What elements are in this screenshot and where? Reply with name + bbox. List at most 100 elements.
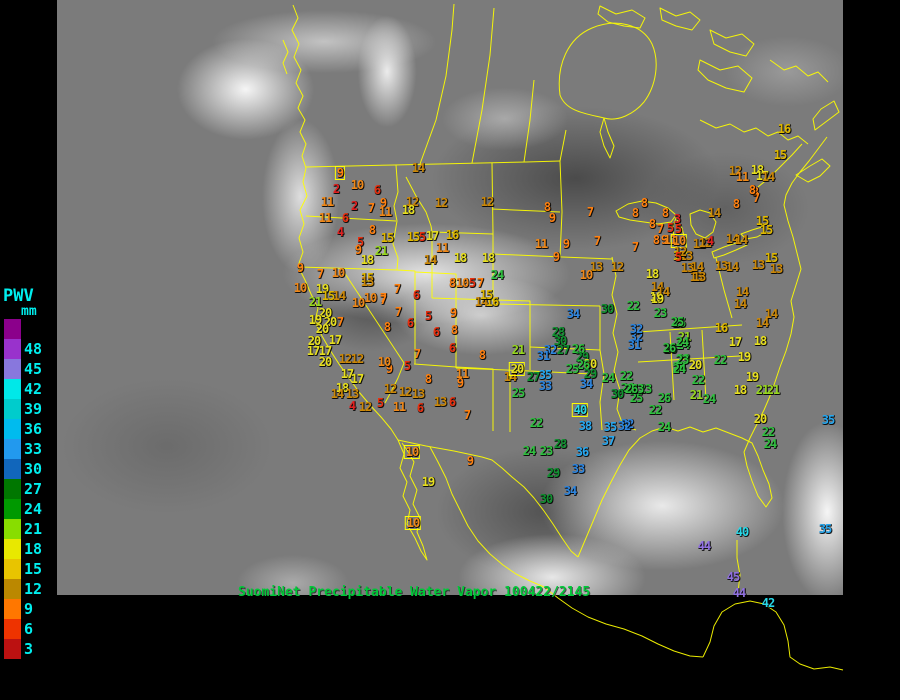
station-pwv-value: 7: [631, 240, 639, 254]
station-pwv-value: 22: [713, 353, 727, 367]
station-pwv-value: 14: [735, 285, 749, 299]
station-pwv-value: 17: [755, 169, 769, 183]
station-pwv-value: 12: [358, 400, 372, 414]
station-pwv-value: 32: [543, 343, 557, 357]
legend-swatch: [4, 439, 21, 459]
station-pwv-value: 11: [663, 233, 677, 247]
legend-swatch: [4, 519, 21, 539]
station-pwv-value: 20: [318, 306, 332, 320]
station-pwv-value: 11: [735, 170, 749, 184]
legend-row: 48: [3, 339, 63, 359]
station-pwv-value: 33: [571, 462, 585, 476]
station-pwv-value: 30: [553, 334, 567, 348]
legend-value-label: 42: [24, 380, 43, 398]
legend-value-label: 27: [24, 480, 43, 498]
station-pwv-value: 8: [751, 185, 759, 199]
station-pwv-value: 9: [449, 306, 457, 320]
station-pwv-value: 5: [424, 309, 432, 323]
station-pwv-value: 11: [435, 241, 449, 255]
station-pwv-value: 7: [394, 305, 402, 319]
station-pwv-value: 17: [328, 333, 342, 347]
station-pwv-value: 44: [732, 586, 746, 600]
station-pwv-value: 10: [293, 281, 307, 295]
legend-value-label: 45: [24, 360, 43, 378]
legend-value-label: 48: [24, 340, 43, 358]
station-pwv-value: 15: [773, 148, 787, 162]
station-pwv-value: 6: [341, 211, 349, 225]
station-pwv-value: 21: [511, 343, 525, 357]
station-pwv-value: 24: [601, 371, 615, 385]
station-pwv-value: 34: [566, 307, 580, 321]
station-pwv-value: 11: [378, 205, 392, 219]
station-pwv-value: 17: [318, 344, 332, 358]
legend-value-label: 12: [24, 580, 43, 598]
station-pwv-value: 37: [601, 434, 615, 448]
station-pwv-value: 19: [421, 475, 435, 489]
station-pwv-value: 29: [575, 350, 589, 364]
legend-swatch: [4, 359, 21, 379]
station-pwv-value: 26: [663, 342, 677, 356]
station-pwv-value: 32: [629, 330, 643, 344]
station-pwv-value: 26: [571, 342, 585, 356]
station-pwv-value: 13: [679, 249, 693, 263]
station-pwv-value: 6: [448, 395, 456, 409]
station-pwv-value: 15: [321, 289, 335, 303]
station-pwv-value: 15: [759, 223, 773, 237]
station-pwv-value: 17: [728, 335, 742, 349]
station-pwv-value: 7: [336, 315, 344, 329]
station-pwv-value: 7: [379, 291, 387, 305]
legend-value-label: 9: [24, 600, 34, 618]
station-pwv-value: 33: [538, 379, 552, 393]
station-pwv-value: 2: [332, 182, 340, 196]
station-pwv-value: 12: [698, 236, 712, 250]
station-pwv-value: 21: [755, 383, 769, 397]
station-pwv-value: 7: [586, 205, 594, 219]
legend-row: 24: [3, 499, 63, 519]
station-pwv-value: 6: [432, 325, 440, 339]
station-pwv-value: 20: [318, 355, 332, 369]
station-pwv-value: 7: [413, 347, 421, 361]
station-pwv-value: 24: [522, 444, 536, 458]
station-pwv-value: 25: [565, 362, 579, 376]
station-pwv-value: 12: [610, 260, 624, 274]
station-pwv-value: 14: [332, 289, 346, 303]
station-pwv-value: 26: [620, 381, 634, 395]
station-pwv-value: 9: [385, 362, 393, 376]
pwv-legend: PWV mm 48 45 42 39 36 33 30 27 24 21 18 15 12 9 6 3: [3, 286, 63, 659]
station-pwv-value: 14: [761, 170, 775, 184]
station-pwv-value: 13: [751, 258, 765, 272]
station-pwv-value: 17: [340, 367, 354, 381]
legend-row: 15: [3, 559, 63, 579]
legend-row: 30: [3, 459, 63, 479]
legend-row: 45: [3, 359, 63, 379]
station-pwv-value: 24: [672, 360, 686, 374]
station-pwv-value: 9: [456, 376, 464, 390]
station-pwv-value: 15: [380, 231, 394, 245]
legend-swatch: [4, 399, 21, 419]
station-pwv-value: 6: [406, 316, 414, 330]
station-pwv-value: 14: [656, 285, 670, 299]
station-pwv-value: 16: [485, 295, 499, 309]
station-pwv-value: 22: [691, 373, 705, 387]
station-pwv-value: 23: [539, 444, 553, 458]
station-pwv-value: 8: [543, 200, 551, 214]
station-pwv-value: 6: [448, 341, 456, 355]
legend-title: PWV: [3, 286, 34, 306]
station-pwv-value: 27: [526, 370, 540, 384]
station-pwv-value: 30: [539, 492, 553, 506]
caption: SuomiNet Precipitable Water Vapor 100422…: [238, 585, 591, 600]
station-pwv-value: 5: [376, 396, 384, 410]
station-pwv-value: 20: [323, 315, 337, 329]
station-pwv-value: 5: [403, 359, 411, 373]
station-pwv-value: 14: [650, 280, 664, 294]
station-pwv-value: 7: [316, 267, 324, 281]
station-pwv-value: 9: [296, 261, 304, 275]
station-pwv-value: 8: [448, 276, 456, 290]
station-pwv-value: 12: [480, 195, 494, 209]
station-pwv-value: 18: [481, 251, 495, 265]
legend-scale: 48 45 42 39 36 33 30 27 24 21 18 15 12 9 6 3: [3, 319, 63, 659]
station-pwv-value: 12: [673, 245, 687, 259]
station-pwv-value: 14: [707, 206, 721, 220]
station-pwv-value: 29: [546, 466, 560, 480]
